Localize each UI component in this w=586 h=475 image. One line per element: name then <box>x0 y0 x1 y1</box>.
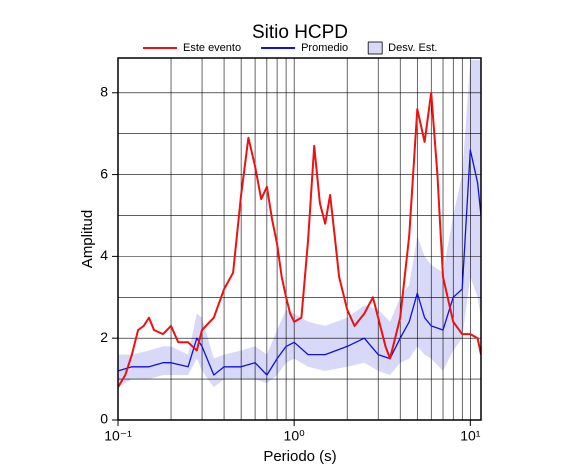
y-tick-label: 2 <box>100 329 108 345</box>
y-tick-label: 4 <box>100 247 108 263</box>
x-tick-label: 10¹ <box>460 428 481 444</box>
y-tick-label: 0 <box>100 411 108 427</box>
x-tick-label: 10⁻¹ <box>104 428 132 444</box>
y-axis-label: Amplitud <box>79 210 96 268</box>
series-line <box>118 149 481 376</box>
legend-label: Desv. Est. <box>388 42 437 54</box>
legend-label: Promedio <box>301 42 348 54</box>
std-band <box>118 60 481 388</box>
y-tick-label: 6 <box>100 165 108 181</box>
y-tick-label: 8 <box>100 83 108 99</box>
legend-swatch <box>367 41 383 55</box>
axes: 10⁻¹ 10⁰ 10¹ 0 2 4 6 8 <box>100 83 481 443</box>
chart-title: Sitio HCPD <box>252 22 348 43</box>
plot-frame <box>117 57 482 421</box>
legend-label: Este evento <box>183 42 241 54</box>
plot-area <box>118 91 481 388</box>
x-tick-label: 10⁰ <box>284 428 306 444</box>
series-line <box>118 91 481 388</box>
x-axis-label: Periodo (s) <box>263 448 336 465</box>
plot-background <box>117 58 481 421</box>
